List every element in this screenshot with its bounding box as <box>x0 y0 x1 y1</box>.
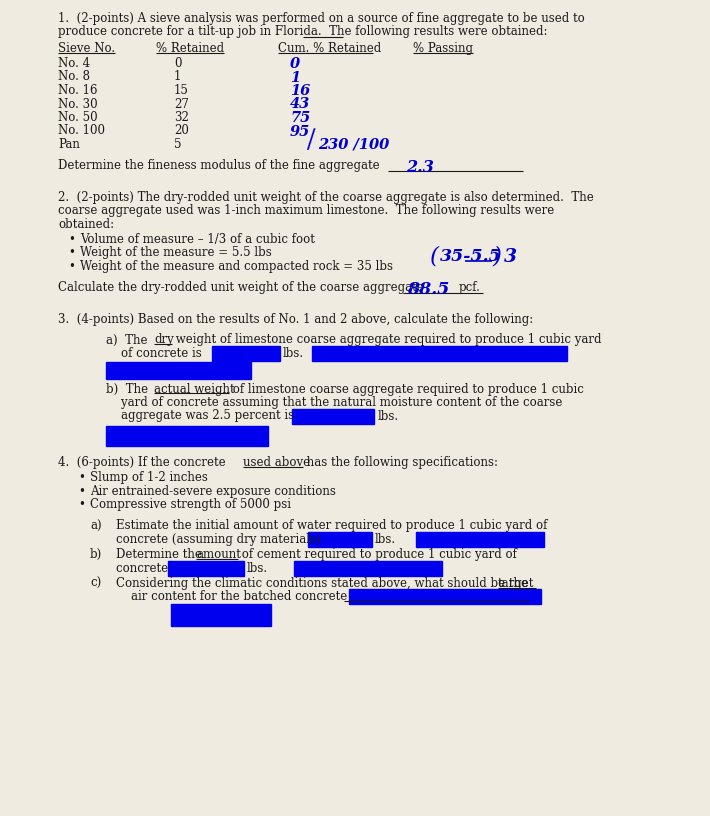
Text: of cement required to produce 1 cubic yard of: of cement required to produce 1 cubic ya… <box>238 548 517 561</box>
Text: 15: 15 <box>174 84 189 97</box>
Text: 2.  (2-points) The dry-rodded unit weight of the coarse aggregate is also determ: 2. (2-points) The dry-rodded unit weight… <box>58 190 594 203</box>
Text: 1.  (2-points) A sieve analysis was performed on a source of fine aggregate to b: 1. (2-points) A sieve analysis was perfo… <box>58 12 585 25</box>
Text: Sieve No.: Sieve No. <box>58 42 115 55</box>
Text: 27: 27 <box>174 97 189 110</box>
Text: Air entrained-severe exposure conditions: Air entrained-severe exposure conditions <box>90 485 336 498</box>
Text: Cum. % Retained: Cum. % Retained <box>278 42 381 55</box>
Bar <box>106 362 251 379</box>
Text: coarse aggregate used was 1-inch maximum limestone.  The following results were: coarse aggregate used was 1-inch maximum… <box>58 204 555 217</box>
Text: 20: 20 <box>174 125 189 138</box>
Text: a): a) <box>90 520 102 533</box>
Text: ): ) <box>492 246 501 268</box>
Bar <box>294 561 442 575</box>
Text: target: target <box>498 576 535 589</box>
Text: Calculate the dry-rodded unit weight of the coarse aggregate: Calculate the dry-rodded unit weight of … <box>58 282 424 295</box>
Text: Compressive strength of 5000 psi: Compressive strength of 5000 psi <box>90 498 291 511</box>
Text: lbs.: lbs. <box>378 410 399 423</box>
Text: 3.  (4-points) Based on the results of No. 1 and 2 above, calculate the followin: 3. (4-points) Based on the results of No… <box>58 313 533 326</box>
Text: Slump of 1-2 inches: Slump of 1-2 inches <box>90 471 208 484</box>
Text: weight of limestone coarse aggregate required to produce 1 cubic yard: weight of limestone coarse aggregate req… <box>172 334 601 347</box>
Text: No. 100: No. 100 <box>58 125 105 138</box>
Text: pcf.: pcf. <box>459 282 481 295</box>
Text: No. 4: No. 4 <box>58 57 90 70</box>
Text: of limestone coarse aggregate required to produce 1 cubic: of limestone coarse aggregate required t… <box>229 383 584 396</box>
Text: of concrete is: of concrete is <box>106 347 205 360</box>
Text: used above: used above <box>243 456 310 469</box>
Bar <box>212 346 280 361</box>
Text: yard of concrete assuming that the natural moisture content of the coarse: yard of concrete assuming that the natur… <box>106 396 562 409</box>
Text: concrete (assuming dry materials): concrete (assuming dry materials) <box>116 533 324 546</box>
Text: No. 50: No. 50 <box>58 111 98 124</box>
Text: concrete: concrete <box>116 561 172 574</box>
Text: •: • <box>78 471 85 484</box>
Text: obtained:: obtained: <box>58 218 114 230</box>
Text: •: • <box>68 260 75 273</box>
Text: c): c) <box>90 576 102 589</box>
Text: No. 8: No. 8 <box>58 70 90 83</box>
Text: /: / <box>306 128 318 153</box>
Text: lbs.: lbs. <box>247 561 268 574</box>
Bar <box>171 604 271 626</box>
Text: 1: 1 <box>290 70 300 85</box>
Text: actual weight: actual weight <box>154 383 234 396</box>
Text: b)  The: b) The <box>106 383 152 396</box>
Text: Considering the climatic conditions stated above, what should be the: Considering the climatic conditions stat… <box>116 576 532 589</box>
Text: lbs.: lbs. <box>283 347 304 360</box>
Text: •: • <box>78 485 85 498</box>
Text: No. 30: No. 30 <box>58 97 98 110</box>
Bar <box>292 409 374 424</box>
Text: Determine the fineness modulus of the fine aggregate: Determine the fineness modulus of the fi… <box>58 159 380 172</box>
Text: % Passing: % Passing <box>413 42 473 55</box>
Bar <box>168 561 244 575</box>
Text: aggregate was 2.5 percent is: aggregate was 2.5 percent is <box>106 410 298 423</box>
Text: has the following specifications:: has the following specifications: <box>303 456 498 469</box>
Text: dry: dry <box>154 334 174 347</box>
Text: produce concrete for a tilt-up job in Florida.  The following results were obtai: produce concrete for a tilt-up job in Fl… <box>58 25 547 38</box>
Text: 43: 43 <box>290 97 310 112</box>
Bar <box>308 532 372 547</box>
Text: Determine the: Determine the <box>116 548 206 561</box>
Text: 95: 95 <box>290 125 310 139</box>
Text: •: • <box>68 246 75 259</box>
Bar <box>416 532 544 547</box>
Text: amount: amount <box>196 548 241 561</box>
Text: Volume of measure – 1/3 of a cubic foot: Volume of measure – 1/3 of a cubic foot <box>80 233 315 246</box>
Text: 5: 5 <box>174 138 182 151</box>
Text: 4.  (6-points) If the concrete: 4. (6-points) If the concrete <box>58 456 229 469</box>
Bar <box>312 346 567 361</box>
Text: Estimate the initial amount of water required to produce 1 cubic yard of: Estimate the initial amount of water req… <box>116 520 547 533</box>
Text: b): b) <box>90 548 102 561</box>
Text: Weight of the measure = 5.5 lbs: Weight of the measure = 5.5 lbs <box>80 246 272 259</box>
Text: 3: 3 <box>504 249 517 267</box>
Text: 1: 1 <box>174 70 181 83</box>
Text: Weight of the measure and compacted rock = 35 lbs: Weight of the measure and compacted rock… <box>80 260 393 273</box>
Text: Pan: Pan <box>58 138 80 151</box>
Text: 16: 16 <box>290 84 310 98</box>
Text: % Retained: % Retained <box>156 42 224 55</box>
Text: 88.5: 88.5 <box>407 281 449 298</box>
Text: No. 16: No. 16 <box>58 84 97 97</box>
Text: air content for the batched concrete: air content for the batched concrete <box>116 590 351 603</box>
Text: 32: 32 <box>174 111 189 124</box>
Text: 0: 0 <box>174 57 182 70</box>
Text: 0: 0 <box>290 57 300 71</box>
Text: •: • <box>78 498 85 511</box>
Text: a)  The: a) The <box>106 334 151 347</box>
Text: (: ( <box>430 246 439 268</box>
Bar <box>349 589 541 604</box>
Text: 35-5.5: 35-5.5 <box>440 249 502 265</box>
Text: 75: 75 <box>290 111 310 125</box>
Text: •: • <box>68 233 75 246</box>
Bar <box>106 426 268 446</box>
Text: lbs.: lbs. <box>375 533 396 546</box>
Text: 230 /100: 230 /100 <box>318 137 389 151</box>
Text: 2.3: 2.3 <box>406 158 434 175</box>
